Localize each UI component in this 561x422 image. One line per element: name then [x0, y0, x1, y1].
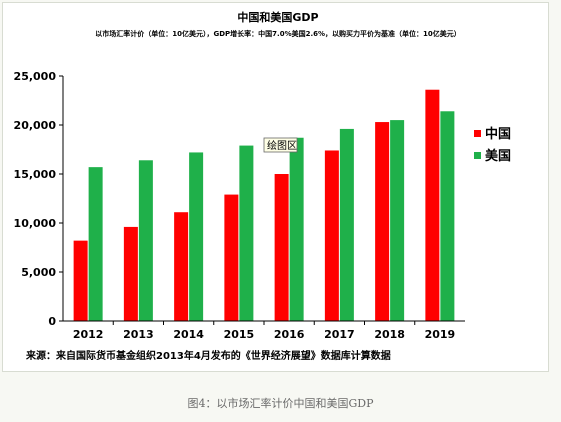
bar-usa-2017 — [339, 128, 354, 321]
x-tick-label: 2016 — [274, 328, 305, 341]
bar-china-2017 — [324, 150, 339, 321]
bar-china-2018 — [375, 122, 390, 321]
bar-usa-2014 — [189, 152, 204, 321]
bar-usa-2016 — [289, 137, 304, 321]
legend-label-china: 中国 — [485, 126, 511, 142]
x-tick-label: 2018 — [374, 328, 405, 341]
bar-usa-2012 — [88, 167, 103, 321]
bar-china-2014 — [174, 212, 189, 321]
x-axis-ticks: 2012 2013 2014 2015 2016 2017 2018 2019 — [73, 321, 455, 341]
bar-china-2019 — [425, 89, 440, 321]
bar-china-2013 — [123, 226, 138, 321]
bars — [73, 89, 455, 321]
y-axis-ticks: 0 5,000 10,000 15,000 20,000 25,000 — [14, 70, 63, 328]
y-tick-label: 10,000 — [14, 217, 57, 230]
source-note: 来源：来自国际货币基金组织2013年4月发布的《世界经济展望》数据库计算数据 — [25, 349, 391, 362]
x-tick-label: 2013 — [123, 328, 154, 341]
chart-svg: 中国和美国GDP 以市场汇率计价（单位：10亿美元），GDP增长率：中国7.0%… — [14, 10, 511, 362]
legend-swatch-china — [474, 130, 481, 137]
bar-china-2016 — [274, 174, 289, 321]
bar-usa-2015 — [239, 145, 254, 321]
bar-usa-2018 — [390, 120, 405, 321]
legend-label-usa: 美国 — [485, 148, 511, 164]
y-tick-label: 0 — [48, 315, 56, 328]
legend-swatch-usa — [474, 152, 481, 159]
chart-subtitle: 以市场汇率计价（单位：10亿美元），GDP增长率：中国7.0%美国2.6%，以购… — [95, 29, 461, 38]
bar-usa-2013 — [138, 160, 153, 321]
y-tick-label: 5,000 — [21, 266, 56, 279]
bar-usa-2019 — [440, 111, 455, 321]
y-tick-label: 20,000 — [14, 119, 57, 132]
figure-caption: 图4：以市场汇率计价中国和美国GDP — [187, 397, 374, 410]
chart-title: 中国和美国GDP — [237, 10, 318, 24]
y-tick-label: 15,000 — [14, 168, 57, 181]
bar-china-2012 — [73, 240, 88, 321]
x-tick-label: 2014 — [173, 328, 204, 341]
x-tick-label: 2019 — [425, 328, 456, 341]
bar-china-2015 — [224, 194, 239, 321]
tooltip-text: 绘图区 — [267, 139, 297, 152]
legend: 中国 美国 — [474, 126, 511, 164]
x-tick-label: 2017 — [324, 328, 355, 341]
x-tick-label: 2015 — [224, 328, 255, 341]
chart-frame: 中国和美国GDP 以市场汇率计价（单位：10亿美元），GDP增长率：中国7.0%… — [2, 2, 549, 372]
x-tick-label: 2012 — [73, 328, 104, 341]
y-tick-label: 25,000 — [14, 70, 57, 83]
tooltip: 绘图区 — [263, 137, 298, 153]
